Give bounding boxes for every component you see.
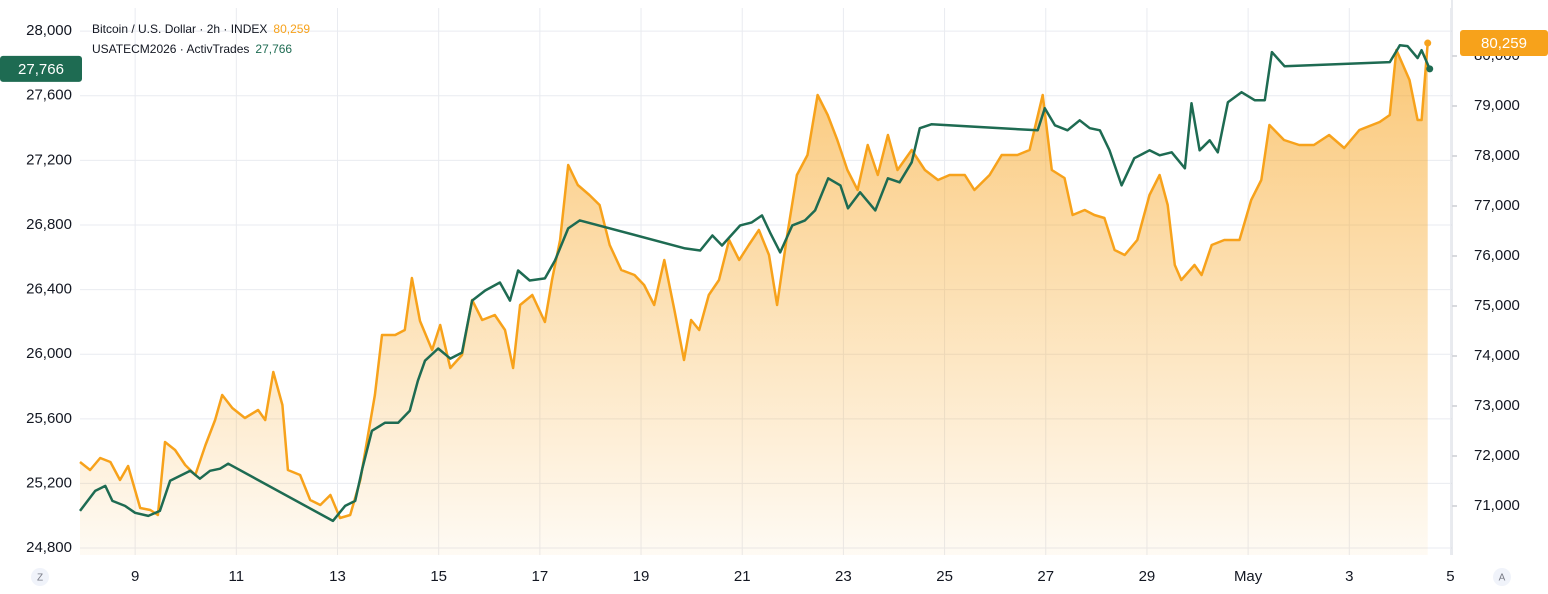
x-tick-label: 13	[329, 568, 346, 585]
x-tick-label: 25	[936, 568, 953, 585]
y-tick-label: 24,800	[26, 539, 72, 556]
control-label[interactable]: Z	[37, 573, 43, 584]
y2-tick-label: 72,000	[1474, 447, 1520, 464]
x-tick-label: 19	[633, 568, 650, 585]
area	[80, 43, 1428, 555]
x-tick-label: 21	[734, 568, 751, 585]
y2-tick-label: 75,000	[1474, 297, 1520, 314]
price-label: 27,766	[18, 61, 64, 78]
x-tick-label: 3	[1345, 568, 1353, 585]
line	[79, 43, 1429, 520]
x-tick-label: 29	[1139, 568, 1156, 585]
price-label: 80,259	[1481, 35, 1527, 52]
x-tick-label: 27	[1037, 568, 1054, 585]
y-tick-label: 28,000	[26, 22, 72, 39]
last-point	[1424, 39, 1432, 47]
y-tick-label: 25,600	[26, 410, 72, 427]
y2-tick-label: 79,000	[1474, 97, 1520, 114]
legend-name: Bitcoin / U.S. Dollar · 2h · INDEX	[92, 22, 267, 36]
legend-value: 27,766	[255, 42, 292, 56]
x-tick-label: May	[1234, 568, 1263, 585]
y2-tick-label: 73,000	[1474, 397, 1520, 414]
legend-value: 80,259	[273, 22, 310, 36]
y-tick-label: 25,200	[26, 474, 72, 491]
y-tick-label: 26,800	[26, 216, 72, 233]
control-button[interactable]	[31, 568, 49, 586]
x-tick-label: 11	[229, 568, 245, 585]
x-tick-label: 17	[532, 568, 549, 585]
x-tick-label: 23	[835, 568, 852, 585]
last-point	[1426, 65, 1434, 73]
y2-tick-label: 78,000	[1474, 147, 1520, 164]
price-label-box	[0, 55, 82, 82]
y2-tick-label: 77,000	[1474, 197, 1520, 214]
x-tick-label: 5	[1446, 568, 1454, 585]
y-tick-label: 26,400	[26, 281, 72, 298]
x-tick-label: 15	[430, 568, 447, 585]
y2-tick-label: 71,000	[1474, 497, 1520, 514]
y2-tick-label: 76,000	[1474, 247, 1520, 264]
y-tick-label: 27,600	[26, 87, 72, 104]
control-label[interactable]: A	[1499, 573, 1506, 584]
x-tick-label: 9	[131, 568, 139, 585]
legend-name: USATECM2026 · ActivTrades	[92, 42, 249, 56]
price-label-box	[1460, 30, 1548, 57]
y2-tick-label: 74,000	[1474, 347, 1520, 364]
control-button[interactable]	[1493, 568, 1511, 586]
y-tick-label: 27,200	[26, 151, 72, 168]
y-tick-label: 26,000	[26, 345, 72, 362]
line	[79, 43, 1431, 523]
